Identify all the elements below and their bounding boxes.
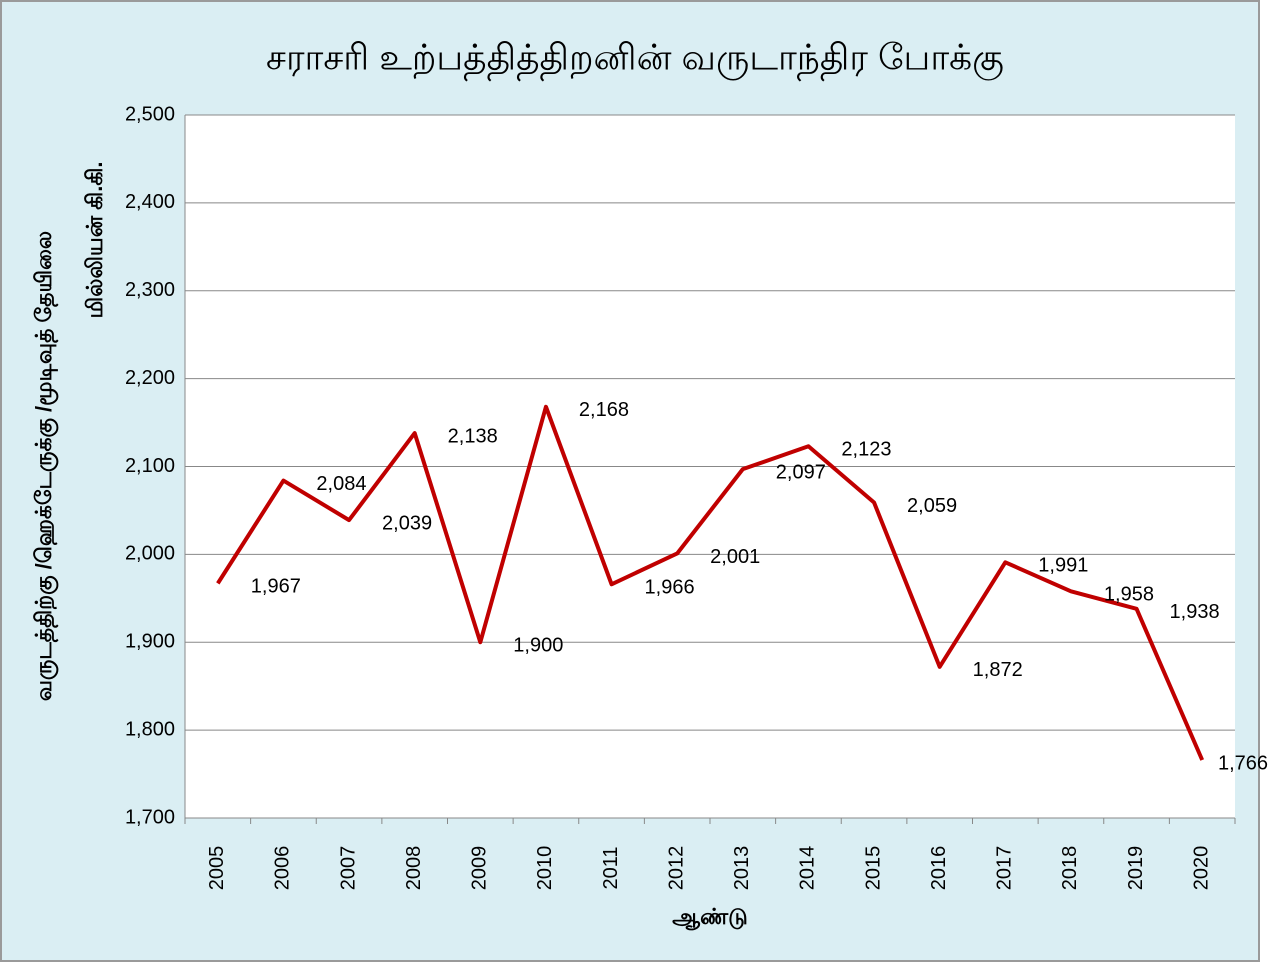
x-tick-label: 2020 bbox=[1190, 846, 1212, 891]
x-tick-label: 2014 bbox=[797, 846, 819, 891]
data-label: 1,991 bbox=[1038, 555, 1088, 577]
data-label: 2,168 bbox=[579, 399, 629, 421]
data-label: 2,059 bbox=[907, 495, 957, 517]
data-label: 1,766 bbox=[1218, 752, 1268, 774]
y-tick-label: 2,200 bbox=[125, 367, 175, 389]
y-tick-label: 1,700 bbox=[125, 806, 175, 828]
y-tick-label: 1,800 bbox=[125, 718, 175, 740]
x-tick-label: 2007 bbox=[337, 846, 359, 891]
data-label: 2,123 bbox=[841, 439, 891, 461]
x-tick-label: 2018 bbox=[1059, 846, 1081, 891]
x-axis-title: ஆண்டு bbox=[672, 904, 747, 931]
x-tick-label: 2009 bbox=[469, 846, 491, 891]
x-tick-label: 2010 bbox=[534, 846, 556, 891]
data-label: 2,001 bbox=[710, 546, 760, 568]
chart-title: சராசரி உற்பத்தித்திறனின் வருடாந்திர போக்… bbox=[266, 37, 1004, 82]
x-tick-label: 2013 bbox=[731, 846, 753, 891]
y-axis-title: வருடத்திற்கு /ஹெக்டேருக்கு /மூடிவுத் தேய… bbox=[31, 231, 59, 701]
y-tick-label: 2,400 bbox=[125, 191, 175, 213]
x-tick-label: 2006 bbox=[272, 846, 294, 891]
data-label: 1,872 bbox=[973, 659, 1023, 681]
y-axis-title: மில்லியன் கி.கி. bbox=[82, 162, 107, 319]
y-tick-label: 2,100 bbox=[125, 455, 175, 477]
data-label: 2,084 bbox=[316, 473, 366, 495]
x-tick-label: 2016 bbox=[928, 846, 950, 891]
y-tick-label: 2,300 bbox=[125, 279, 175, 301]
data-label: 1,938 bbox=[1170, 601, 1220, 623]
x-tick-label: 2011 bbox=[600, 846, 622, 889]
data-label: 1,958 bbox=[1104, 584, 1154, 606]
y-tick-label: 2,500 bbox=[125, 103, 175, 125]
x-tick-label: 2019 bbox=[1125, 846, 1147, 891]
data-label: 2,097 bbox=[776, 461, 826, 483]
x-tick-label: 2017 bbox=[994, 846, 1016, 891]
data-label: 1,900 bbox=[513, 635, 563, 657]
x-tick-label: 2005 bbox=[206, 846, 228, 891]
x-tick-label: 2012 bbox=[665, 846, 687, 891]
x-tick-label: 2015 bbox=[862, 846, 884, 891]
x-tick-label: 2008 bbox=[403, 846, 425, 891]
data-line bbox=[216, 404, 1205, 761]
data-label: 1,967 bbox=[251, 576, 301, 598]
y-tick-label: 1,900 bbox=[125, 631, 175, 653]
data-label: 2,039 bbox=[382, 512, 432, 534]
y-tick-label: 2,000 bbox=[125, 543, 175, 565]
data-label: 1,966 bbox=[645, 577, 695, 599]
data-label: 2,138 bbox=[448, 425, 498, 447]
